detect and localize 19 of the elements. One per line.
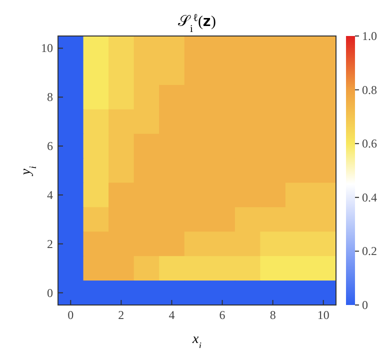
color-bar-label: 0.4 [362,190,377,204]
y-tick-label: 8 [47,90,53,104]
x-tick-label: 10 [317,308,330,322]
x-tick-label: 2 [118,308,124,322]
y-tick-label: 2 [47,236,53,251]
y-tick-label: 10 [41,41,53,56]
color-bar-label: 0.2 [362,244,377,258]
x-tick-label: 4 [168,308,175,322]
y-tick-label: 4 [47,188,53,202]
y-tick-label: 6 [47,139,53,154]
x-tick-label: 8 [270,308,276,322]
y-tick-label: 0 [47,286,53,300]
x-tick-label: 0 [68,308,74,322]
color-bar-label: 0 [362,298,368,312]
x-tick-label: 6 [219,308,226,322]
chart-title: 𝒮$_{i}$$^{ℓ}$(𝐳) [178,12,216,34]
color-bar-label: 0.8 [362,82,377,97]
color-bar-label: 1.0 [362,29,377,43]
color-bar-label: 0.6 [362,136,377,151]
